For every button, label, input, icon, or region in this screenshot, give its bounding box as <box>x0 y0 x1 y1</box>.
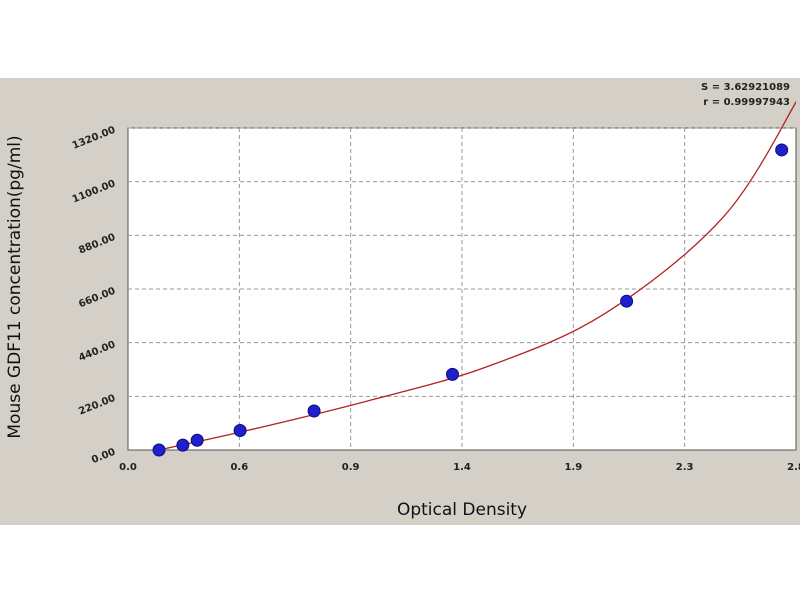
data-point <box>176 438 190 452</box>
y-tick-labels: 0.00 220.00 440.00 660.00 880.00 1100.00 1320.… <box>71 125 117 466</box>
chart: S = 3.62921089 r = 0.99997943 0.0 0.6 0.9 1… <box>5 82 800 520</box>
fit-curve-group <box>158 100 796 450</box>
data-point <box>190 433 204 447</box>
x-tick-label: 0.9 <box>342 462 360 473</box>
x-tick-labels: 0.0 0.6 0.9 1.4 1.9 2.3 2.8 <box>119 462 800 473</box>
y-tick-label: 0.00 <box>90 447 117 466</box>
x-tick-label: 0.6 <box>230 462 248 473</box>
data-point <box>152 443 166 457</box>
x-tick-label: 1.4 <box>453 462 471 473</box>
data-point <box>620 294 634 308</box>
x-axis-title: Optical Density <box>397 500 527 520</box>
data-point <box>307 404 321 418</box>
y-tick-label: 1320.00 <box>71 125 117 152</box>
data-points <box>152 143 789 457</box>
data-point <box>445 367 459 381</box>
grid-lines <box>128 127 796 450</box>
y-axis-title: Mouse GDF11 concentration(pg/ml) <box>5 135 25 438</box>
fit-curve <box>158 100 796 450</box>
data-point <box>233 423 247 437</box>
data-point <box>775 143 789 157</box>
x-tick-label: 2.3 <box>676 462 694 473</box>
chart-panel: S = 3.62921089 r = 0.99997943 0.0 0.6 0.9 1… <box>0 78 800 525</box>
stat-s: S = 3.62921089 <box>701 82 790 93</box>
x-tick-label: 2.8 <box>787 462 800 473</box>
y-tick-label: 1100.00 <box>71 178 117 205</box>
x-tick-label: 1.9 <box>564 462 582 473</box>
stat-r: r = 0.99997943 <box>703 97 790 108</box>
y-tick-label: 660.00 <box>77 286 117 311</box>
y-tick-label: 220.00 <box>77 393 117 418</box>
x-tick-label: 0.0 <box>119 462 137 473</box>
y-tick-label: 440.00 <box>77 339 117 364</box>
y-tick-label: 880.00 <box>77 232 117 257</box>
